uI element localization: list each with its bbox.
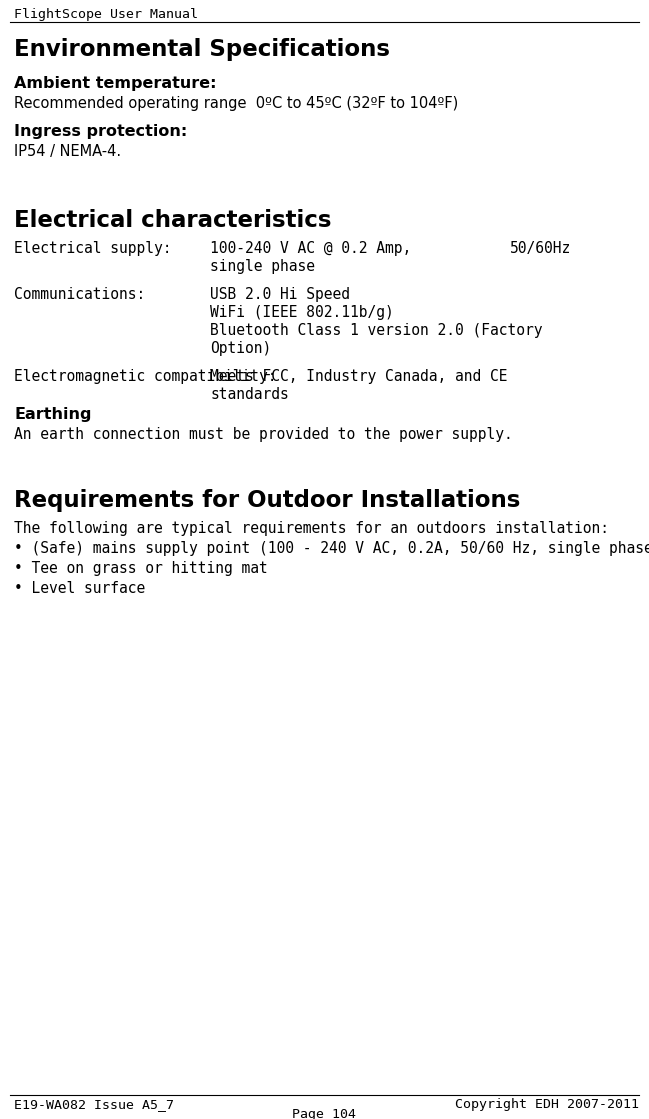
Text: Page 104: Page 104 bbox=[292, 1108, 356, 1119]
Text: E19-WA082 Issue A5_7: E19-WA082 Issue A5_7 bbox=[14, 1098, 174, 1111]
Text: An earth connection must be provided to the power supply.: An earth connection must be provided to … bbox=[14, 427, 513, 442]
Text: Copyright EDH 2007-2011: Copyright EDH 2007-2011 bbox=[455, 1098, 639, 1111]
Text: Environmental Specifications: Environmental Specifications bbox=[14, 38, 390, 62]
Text: • Tee on grass or hitting mat: • Tee on grass or hitting mat bbox=[14, 561, 268, 576]
Text: IP54 / NEMA-4.: IP54 / NEMA-4. bbox=[14, 144, 121, 159]
Text: Ambient temperature:: Ambient temperature: bbox=[14, 76, 217, 91]
Text: The following are typical requirements for an outdoors installation:: The following are typical requirements f… bbox=[14, 521, 609, 536]
Text: Bluetooth Class 1 version 2.0 (Factory: Bluetooth Class 1 version 2.0 (Factory bbox=[210, 323, 543, 338]
Text: Meets FCC, Industry Canada, and CE: Meets FCC, Industry Canada, and CE bbox=[210, 369, 508, 384]
Text: 100-240 V AC @ 0.2 Amp,: 100-240 V AC @ 0.2 Amp, bbox=[210, 241, 411, 256]
Text: 50/60Hz: 50/60Hz bbox=[510, 241, 571, 256]
Text: Electrical supply:: Electrical supply: bbox=[14, 241, 171, 256]
Text: • Level surface: • Level surface bbox=[14, 581, 145, 596]
Text: Earthing: Earthing bbox=[14, 407, 92, 422]
Text: FlightScope User Manual: FlightScope User Manual bbox=[14, 8, 198, 21]
Text: USB 2.0 Hi Speed: USB 2.0 Hi Speed bbox=[210, 286, 350, 302]
Text: Electrical characteristics: Electrical characteristics bbox=[14, 209, 332, 232]
Text: Ingress protection:: Ingress protection: bbox=[14, 124, 188, 139]
Text: Communications:: Communications: bbox=[14, 286, 145, 302]
Text: Electromagnetic compatibility:: Electromagnetic compatibility: bbox=[14, 369, 276, 384]
Text: WiFi (IEEE 802.11b/g): WiFi (IEEE 802.11b/g) bbox=[210, 305, 394, 320]
Text: Requirements for Outdoor Installations: Requirements for Outdoor Installations bbox=[14, 489, 520, 513]
Text: single phase: single phase bbox=[210, 258, 315, 274]
Text: Recommended operating range  0ºC to 45ºC (32ºF to 104ºF): Recommended operating range 0ºC to 45ºC … bbox=[14, 96, 458, 111]
Text: standards: standards bbox=[210, 387, 289, 402]
Text: Option): Option) bbox=[210, 341, 271, 356]
Text: • (Safe) mains supply point (100 - 240 V AC, 0.2A, 50/60 Hz, single phase): • (Safe) mains supply point (100 - 240 V… bbox=[14, 540, 649, 556]
